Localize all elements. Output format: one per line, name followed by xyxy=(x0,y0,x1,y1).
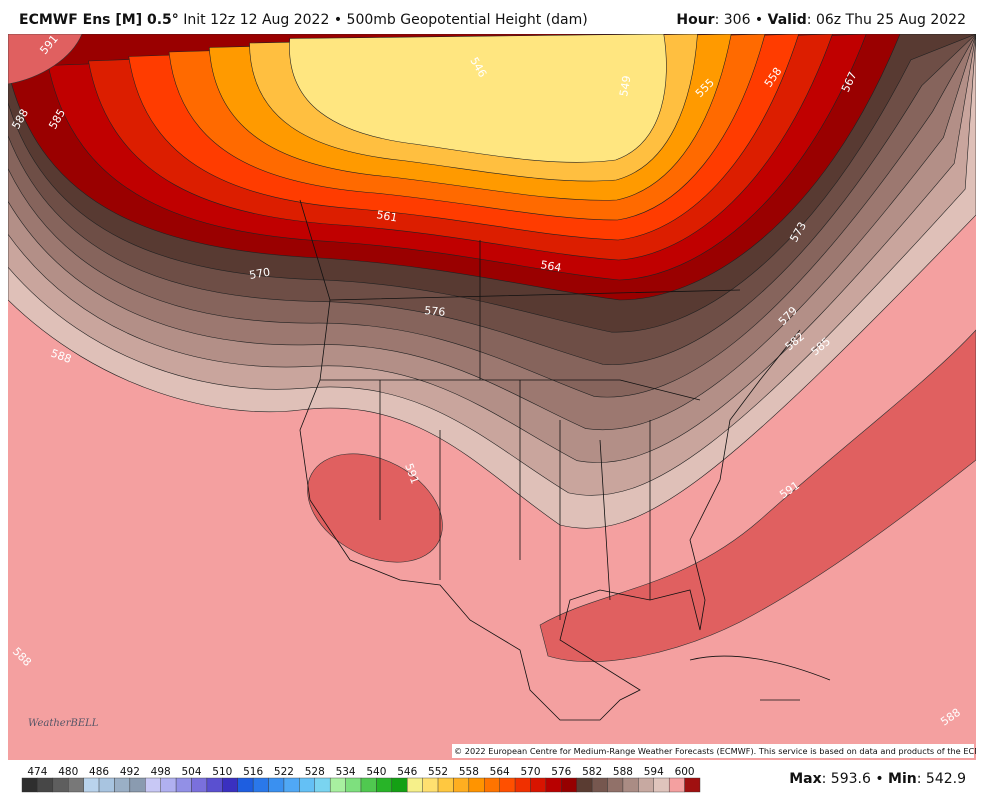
colorbar-swatch xyxy=(252,777,269,793)
colorbar-swatch xyxy=(391,777,408,793)
colorbar-label: 498 xyxy=(151,766,171,778)
colorbar-swatch xyxy=(83,777,100,793)
colorbar-swatch xyxy=(329,777,346,793)
colorbar-swatch xyxy=(591,777,608,793)
colorbar-label: 558 xyxy=(459,766,479,778)
title-bold: ECMWF Ens [M] 0.5° xyxy=(19,12,179,28)
contour-label: 570 xyxy=(248,266,271,282)
title-rest: Init 12z 12 Aug 2022 • 500mb Geopotentia… xyxy=(178,12,588,28)
colorbar-swatch xyxy=(52,777,69,793)
colorbar-label: 516 xyxy=(243,766,263,778)
colorbar-label: 588 xyxy=(613,766,633,778)
colorbar-label: 486 xyxy=(89,766,109,778)
contour-label: 549 xyxy=(617,75,633,98)
colorbar-swatch xyxy=(175,777,192,793)
colorbar-swatch xyxy=(407,777,423,793)
colorbar-swatch xyxy=(576,777,593,793)
colorbar-swatch xyxy=(668,777,685,793)
colorbar-label: 528 xyxy=(305,766,325,778)
contour-label: 564 xyxy=(539,258,562,274)
colorbar-swatch xyxy=(360,777,377,793)
colorbar-swatch xyxy=(98,777,115,793)
colorbar-swatch xyxy=(607,777,624,793)
colorbar-swatch xyxy=(422,777,439,793)
colorbar: 474 480 486 492 498 504 510 516 522 528 534 540 546 5… xyxy=(21,766,701,793)
copyright: © 2022 European Centre for Medium-Range … xyxy=(454,746,976,756)
colorbar-swatch xyxy=(21,777,38,793)
max-label: Max xyxy=(789,771,822,787)
min-label: Min xyxy=(888,771,917,787)
colorbar-label: 504 xyxy=(181,766,201,778)
coastline xyxy=(299,199,801,721)
colorbar-label: 534 xyxy=(336,766,356,778)
colorbar-swatch xyxy=(545,777,562,793)
colorbar-swatch xyxy=(160,777,177,793)
stats: Max: 593.6 • Min: 542.9 xyxy=(789,771,966,787)
colorbar-swatch xyxy=(653,777,670,793)
colorbar-swatch xyxy=(114,777,131,793)
valid-text: : 06z Thu 25 Aug 2022 xyxy=(806,12,966,28)
colorbar-swatch xyxy=(684,777,701,793)
high-band xyxy=(539,329,976,662)
colorbar-swatch xyxy=(314,777,331,793)
map: 591 588 585 546 549 555 558 567 561 564 … xyxy=(8,34,976,760)
colorbar-swatch xyxy=(191,777,208,793)
colorbar-label: 522 xyxy=(274,766,294,778)
state-lines xyxy=(320,240,741,620)
colorbar-swatch xyxy=(437,777,454,793)
colorbar-swatch xyxy=(561,777,577,793)
copyright-box xyxy=(452,744,974,758)
borders xyxy=(299,199,831,721)
hour-label: Hour xyxy=(676,12,715,28)
colorbar-swatch xyxy=(530,777,547,793)
islands xyxy=(689,655,831,701)
colorbar-label: 480 xyxy=(58,766,78,778)
colorbar-swatch xyxy=(468,777,485,793)
colorbar-swatch xyxy=(453,777,470,793)
logo: WeatherBELL xyxy=(28,718,99,729)
colorbar-swatch xyxy=(283,777,300,793)
colorbar-swatch xyxy=(345,777,362,793)
colorbar-label: 564 xyxy=(490,766,510,778)
hour-text: : 306 • xyxy=(714,12,768,28)
colorbar-swatch xyxy=(129,777,146,793)
height-band xyxy=(289,34,667,163)
colorbar-label: 546 xyxy=(397,766,417,778)
colorbar-swatch xyxy=(299,777,315,793)
colorbar-label: 576 xyxy=(551,766,571,778)
min-text: : 542.9 xyxy=(916,771,966,787)
colorbar-swatch xyxy=(145,777,161,793)
contour-label: 561 xyxy=(375,208,398,224)
max-text: : 593.6 • xyxy=(821,771,889,787)
colorbar-swatch xyxy=(622,777,639,793)
colorbar-label: 582 xyxy=(582,766,602,778)
header-left: ECMWF Ens [M] 0.5° Init 12z 12 Aug 2022 … xyxy=(19,12,588,28)
colorbar-swatch xyxy=(484,777,500,793)
colorbar-swatch xyxy=(222,777,238,793)
colorbar-swatch xyxy=(68,777,84,793)
colorbar-swatch xyxy=(376,777,393,793)
colorbar-label: 600 xyxy=(675,766,695,778)
colorbar-swatch xyxy=(37,777,54,793)
high-band xyxy=(307,453,443,563)
colorbar-label: 552 xyxy=(428,766,448,778)
high-band xyxy=(8,34,83,85)
colorbar-label: 492 xyxy=(120,766,140,778)
colorbar-swatch xyxy=(514,777,531,793)
colorbar-swatch xyxy=(499,777,516,793)
colorbar-swatch xyxy=(237,777,254,793)
colorbar-label: 474 xyxy=(27,766,47,778)
colorbar-swatch xyxy=(268,777,285,793)
colorbar-swatch xyxy=(638,777,654,793)
colorbar-label: 510 xyxy=(212,766,232,778)
valid-label: Valid xyxy=(767,12,807,28)
height-bands xyxy=(8,34,976,529)
colorbar-label: 594 xyxy=(644,766,664,778)
contour-label: 576 xyxy=(424,304,446,319)
colorbar-label: 540 xyxy=(366,766,386,778)
colorbar-label: 570 xyxy=(520,766,540,778)
colorbar-swatch xyxy=(206,777,223,793)
header-right: Hour: 306 • Valid: 06z Thu 25 Aug 2022 xyxy=(676,12,966,28)
